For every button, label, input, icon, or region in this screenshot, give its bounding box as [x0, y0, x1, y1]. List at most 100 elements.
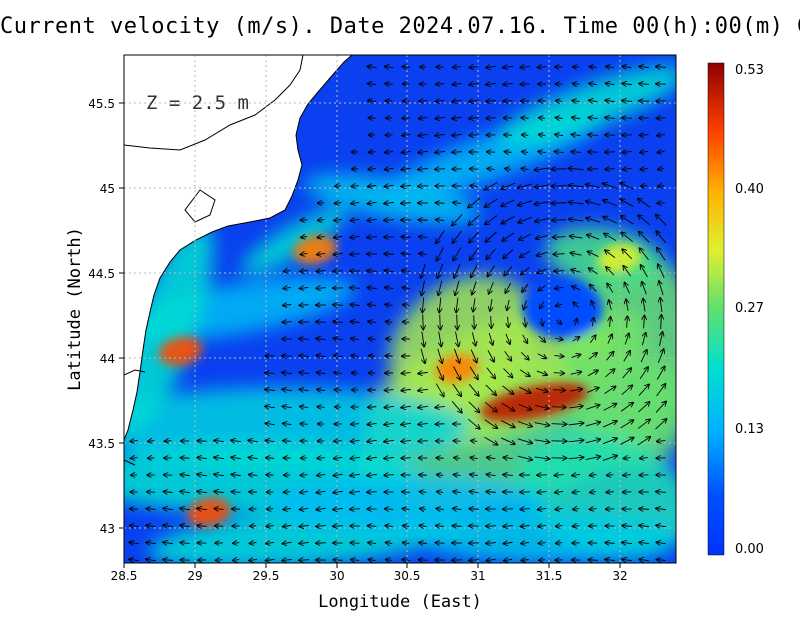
velocity-arrow [539, 543, 546, 544]
velocity-arrow [570, 253, 582, 255]
velocity-arrow [231, 457, 241, 458]
velocity-arrow [487, 457, 496, 458]
velocity-arrow [468, 383, 478, 396]
velocity-arrow [604, 234, 617, 241]
velocity-arrow [350, 474, 360, 475]
velocity-arrow [453, 67, 462, 68]
velocity-arrow [586, 184, 601, 189]
velocity-arrow [333, 271, 343, 272]
velocity-arrow [422, 331, 424, 347]
velocity-arrow [602, 421, 617, 428]
x-tick-label: 32 [612, 569, 627, 583]
velocity-arrow [570, 372, 581, 374]
velocity-arrow [500, 437, 515, 444]
speed-field [124, 65, 676, 563]
velocity-arrow [265, 406, 275, 407]
velocity-arrow [656, 384, 666, 397]
velocity-arrow [642, 282, 647, 295]
velocity-arrow [520, 66, 530, 67]
speed-core [434, 353, 479, 383]
velocity-arrow [469, 83, 479, 84]
velocity-arrow [535, 388, 548, 391]
velocity-arrow [554, 475, 564, 476]
velocity-arrow [350, 457, 360, 458]
velocity-arrow [639, 509, 649, 510]
velocity-arrow [284, 492, 291, 493]
velocity-arrow [503, 368, 513, 378]
velocity-arrow [267, 509, 274, 510]
velocity-arrow [487, 350, 494, 361]
velocity-arrow [539, 560, 546, 561]
velocity-arrow [484, 182, 498, 189]
velocity-arrow [318, 220, 325, 221]
velocity-arrow [418, 423, 428, 424]
velocity-arrow [452, 152, 462, 153]
velocity-arrow [524, 317, 525, 326]
velocity-arrow [403, 305, 410, 306]
velocity-arrow [521, 542, 530, 543]
velocity-arrow [130, 440, 138, 441]
velocity-arrow [180, 525, 190, 526]
velocity-arrow [351, 321, 360, 322]
velocity-arrow [385, 304, 393, 305]
velocity-arrow [403, 322, 410, 323]
velocity-arrow [470, 186, 478, 187]
velocity-arrow [282, 406, 292, 407]
velocity-arrow [436, 230, 445, 244]
x-tick-label: 29 [187, 569, 202, 583]
velocity-arrow [333, 321, 343, 322]
velocity-arrow [535, 405, 548, 408]
velocity-arrow [470, 349, 477, 363]
velocity-arrow [504, 351, 512, 360]
velocity-arrow [501, 402, 515, 411]
velocity-arrow [453, 508, 462, 509]
velocity-arrow [300, 253, 308, 254]
velocity-arrow [384, 423, 394, 424]
velocity-arrow [592, 318, 593, 327]
velocity-arrow [248, 440, 258, 441]
velocity-arrow [401, 168, 411, 169]
velocity-arrow [553, 373, 565, 374]
velocity-arrow [518, 216, 533, 222]
velocity-arrow [573, 526, 580, 527]
velocity-arrow [519, 233, 532, 240]
velocity-arrow [622, 542, 633, 543]
velocity-arrow [368, 339, 376, 340]
velocity-arrow [622, 101, 632, 102]
velocity-arrow [197, 526, 207, 527]
velocity-arrow [521, 267, 530, 275]
velocity-arrow [368, 101, 377, 102]
velocity-arrow [572, 100, 580, 101]
velocity-arrow [403, 526, 410, 527]
velocity-arrow [468, 214, 480, 225]
velocity-arrow [474, 315, 475, 328]
colorbar-label: 0.53 [735, 63, 764, 78]
velocity-arrow [456, 331, 459, 347]
velocity-arrow [214, 509, 224, 510]
velocity-arrow [385, 168, 394, 169]
velocity-arrow [520, 250, 531, 257]
velocity-arrow [508, 316, 509, 328]
velocity-arrow [589, 100, 598, 101]
velocity-arrow [553, 254, 565, 255]
velocity-arrow [385, 526, 393, 527]
velocity-arrow [607, 475, 614, 476]
velocity-arrow [501, 199, 515, 206]
velocity-arrow [334, 236, 343, 237]
velocity-arrow [351, 440, 360, 441]
velocity-arrow [418, 186, 429, 187]
velocity-arrow [180, 508, 191, 509]
velocity-arrow [146, 542, 156, 543]
velocity-arrow [534, 457, 550, 459]
velocity-arrow [420, 509, 427, 510]
velocity-arrow [282, 559, 292, 560]
velocity-arrow [437, 475, 444, 476]
velocity-arrow [368, 304, 377, 305]
velocity-arrow [163, 560, 173, 561]
velocity-arrow [518, 200, 533, 206]
velocity-arrow [367, 237, 377, 238]
velocity-arrow [147, 509, 156, 510]
velocity-arrow [401, 373, 411, 374]
velocity-arrow [488, 333, 493, 345]
velocity-arrow [418, 441, 428, 442]
